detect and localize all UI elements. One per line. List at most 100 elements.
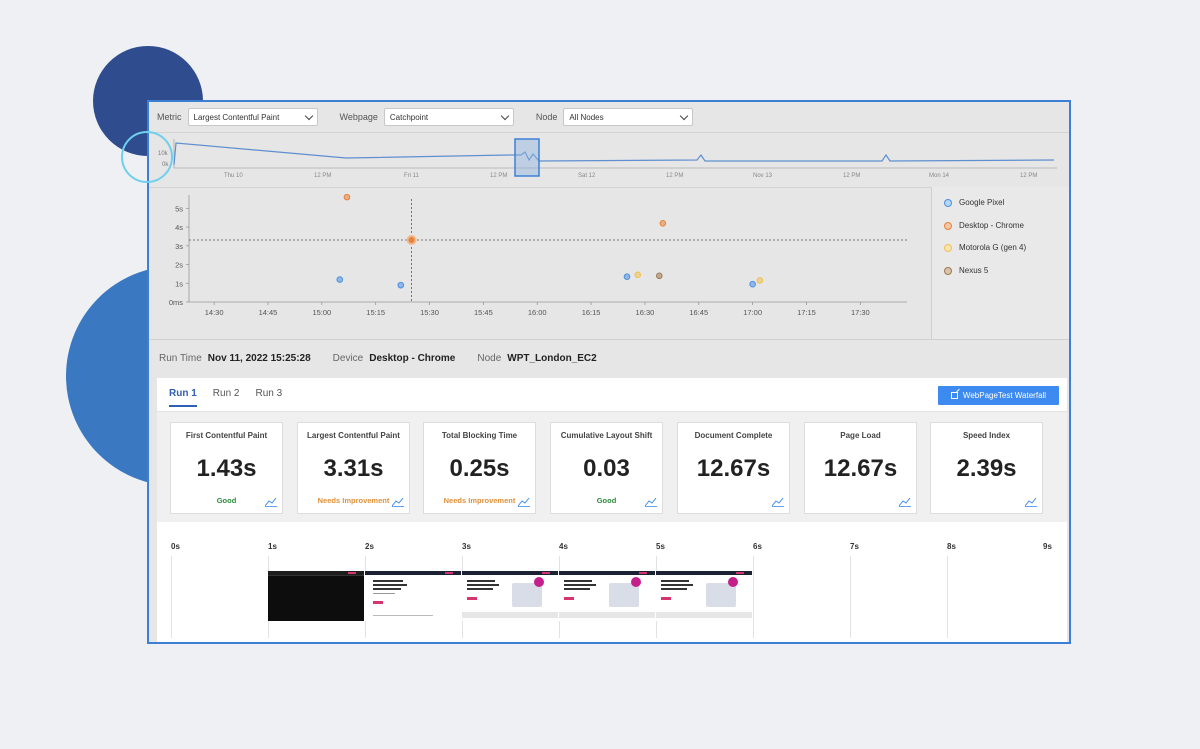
metric-title: Cumulative Layout Shift bbox=[560, 431, 653, 440]
data-point[interactable] bbox=[756, 277, 764, 284]
node-info-value: WPT_London_EC2 bbox=[507, 352, 597, 364]
filmstrip-frame[interactable] bbox=[947, 556, 1044, 638]
overview-x-tick: 12 PM bbox=[843, 173, 860, 179]
metric-select[interactable]: Largest Contentful Paint bbox=[187, 108, 318, 126]
dashboard-window: Metric Largest Contentful Paint Webpage … bbox=[147, 100, 1071, 644]
data-point[interactable] bbox=[343, 193, 351, 201]
scatter-chart-area: 5s 4s 3s 2s 1s 0ms 14:30 14:45 15:00 15:15 15:30 15… bbox=[149, 187, 931, 339]
overview-x-tick: Mon 14 bbox=[929, 173, 950, 179]
y-tick-label: 0ms bbox=[169, 298, 183, 307]
filmstrip-time-label: 8s bbox=[947, 542, 956, 551]
metric-card-document-complete[interactable]: Document Complete 12.67s bbox=[677, 422, 790, 514]
tab-run-1[interactable]: Run 1 bbox=[169, 388, 197, 407]
x-tick-label: 16:30 bbox=[636, 308, 655, 317]
filmstrip-frame[interactable] bbox=[753, 556, 850, 638]
filmstrip-time-label: 7s bbox=[850, 542, 859, 551]
tabs-divider bbox=[157, 411, 1067, 412]
trend-chart-icon[interactable] bbox=[265, 497, 277, 507]
overview-x-ticks: Thu 10 12 PM Fri 11 12 PM Sat 12 12 PM N… bbox=[224, 173, 1037, 179]
filmstrip-frame[interactable] bbox=[850, 556, 947, 638]
overview-x-tick: Sat 12 bbox=[578, 173, 596, 179]
data-point[interactable] bbox=[336, 276, 344, 283]
y-tick-label: 3s bbox=[175, 242, 183, 251]
run-tabs: Run 1 Run 2 Run 3 bbox=[169, 388, 298, 407]
metric-title: Speed Index bbox=[962, 431, 1011, 440]
metric-cards: First Contentful Paint 1.43s Good Larges… bbox=[157, 412, 1067, 522]
chevron-down-icon bbox=[680, 111, 689, 120]
chevron-down-icon bbox=[304, 111, 313, 120]
data-point[interactable] bbox=[749, 280, 756, 288]
x-tick-label: 16:15 bbox=[582, 308, 601, 317]
overview-brush-selection bbox=[514, 138, 540, 177]
metric-status: Good bbox=[596, 496, 617, 505]
webpagetest-waterfall-label: WebPageTest Waterfall bbox=[962, 391, 1047, 400]
legend-item-nexus-5[interactable]: Nexus 5 bbox=[944, 266, 988, 275]
metric-title: Document Complete bbox=[694, 431, 773, 440]
run-details-panel: Run 1 Run 2 Run 3 WebPageTest Waterfall … bbox=[157, 378, 1067, 642]
x-tick-label: 14:45 bbox=[259, 308, 278, 317]
trend-chart-icon[interactable] bbox=[772, 497, 784, 507]
metric-card-page-load[interactable]: Page Load 12.67s bbox=[804, 422, 917, 514]
metric-value: 0.25s bbox=[449, 455, 510, 482]
data-point[interactable] bbox=[655, 272, 663, 280]
metric-status: Needs Improvement bbox=[443, 496, 516, 505]
webpagetest-waterfall-button[interactable]: WebPageTest Waterfall bbox=[938, 386, 1059, 405]
tab-run-3[interactable]: Run 3 bbox=[255, 388, 283, 399]
y-tick-label: 1s bbox=[175, 279, 183, 288]
filmstrip-screenshot-dark bbox=[268, 571, 364, 621]
filmstrip-time-label: 9s bbox=[1043, 542, 1052, 551]
device-label: Device bbox=[332, 352, 364, 364]
metric-card-tbt[interactable]: Total Blocking Time 0.25s Needs Improvem… bbox=[423, 422, 536, 514]
trend-chart-icon[interactable] bbox=[899, 497, 911, 507]
metric-status: Needs Improvement bbox=[317, 496, 390, 505]
overview-x-tick: Nov 13 bbox=[753, 173, 773, 179]
legend-item-motorola-g[interactable]: Motorola G (gen 4) bbox=[944, 243, 1026, 252]
filmstrip-screenshot-text bbox=[365, 571, 461, 621]
data-point[interactable] bbox=[397, 281, 405, 289]
x-tick-label: 16:00 bbox=[528, 308, 547, 317]
trend-chart-icon[interactable] bbox=[518, 497, 530, 507]
external-link-icon bbox=[950, 392, 958, 399]
x-tick-label: 17:15 bbox=[797, 308, 816, 317]
metric-value: 0.03 bbox=[583, 455, 630, 482]
tab-run-2[interactable]: Run 2 bbox=[212, 388, 240, 399]
metric-card-speed-index[interactable]: Speed Index 2.39s bbox=[930, 422, 1043, 514]
metric-select-value: Largest Contentful Paint bbox=[193, 112, 280, 122]
x-tick-label: 17:00 bbox=[743, 308, 762, 317]
scatter-chart[interactable]: 5s 4s 3s 2s 1s 0ms 14:30 14:45 15:00 15:15 15:30 15… bbox=[149, 187, 931, 339]
data-point[interactable] bbox=[659, 220, 667, 227]
legend-label: Motorola G (gen 4) bbox=[959, 243, 1027, 252]
filmstrip-screenshot-hero bbox=[656, 571, 752, 621]
filmstrip: 0s 1s 2s 3s 4s 5s 6s 7s 8s 9s bbox=[157, 522, 1067, 642]
metric-card-cls[interactable]: Cumulative Layout Shift 0.03 Good bbox=[550, 422, 663, 514]
trend-chart-icon[interactable] bbox=[645, 497, 657, 507]
legend-item-google-pixel[interactable]: Google Pixel bbox=[944, 198, 1004, 207]
metric-title: Total Blocking Time bbox=[441, 431, 518, 440]
legend-item-desktop-chrome[interactable]: Desktop - Chrome bbox=[944, 221, 1024, 230]
filmstrip-frame[interactable] bbox=[171, 556, 268, 638]
metric-value: 12.67s bbox=[696, 455, 771, 482]
metric-card-lcp[interactable]: Largest Contentful Paint 3.31s Needs Imp… bbox=[297, 422, 410, 514]
timeline-overview[interactable]: 10k 0k Thu 10 12 PM Fri 11 12 PM Sat 12 … bbox=[149, 132, 1069, 188]
legend-dot-icon bbox=[944, 243, 952, 252]
device-value: Desktop - Chrome bbox=[369, 352, 456, 364]
legend-dot-icon bbox=[944, 266, 952, 275]
x-tick-label: 15:45 bbox=[474, 308, 493, 317]
x-tick-label: 17:30 bbox=[851, 308, 870, 317]
trend-chart-icon[interactable] bbox=[1025, 497, 1037, 507]
timeline-overview-chart: 10k 0k Thu 10 12 PM Fri 11 12 PM Sat 12 … bbox=[158, 138, 1057, 179]
y-tick-label: 4s bbox=[175, 223, 183, 232]
webpage-select[interactable]: Catchpoint bbox=[383, 108, 514, 126]
metric-value: 3.31s bbox=[323, 455, 384, 482]
filmstrip-time-label: 0s bbox=[171, 542, 180, 551]
chart-legend: Google Pixel Desktop - Chrome Motorola G… bbox=[931, 187, 1069, 339]
node-select[interactable]: All Nodes bbox=[563, 108, 694, 126]
metric-card-fcp[interactable]: First Contentful Paint 1.43s Good bbox=[170, 422, 283, 514]
webpage-select-value: Catchpoint bbox=[389, 112, 429, 122]
node-label: Node bbox=[535, 112, 558, 122]
data-point[interactable] bbox=[623, 273, 631, 281]
trend-chart-icon[interactable] bbox=[392, 497, 404, 507]
legend-dot-icon bbox=[944, 198, 952, 207]
data-point[interactable] bbox=[634, 271, 642, 279]
y-tick-label: 2s bbox=[175, 261, 183, 270]
